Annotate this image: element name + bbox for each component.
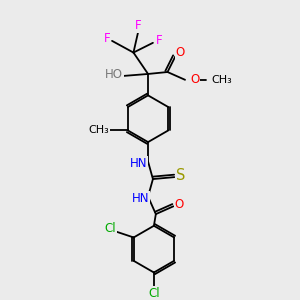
Text: HN: HN [130,157,147,170]
Text: Cl: Cl [148,287,160,300]
Text: S: S [176,168,186,183]
Text: F: F [155,34,162,47]
Text: HN: HN [131,192,149,205]
Text: HO: HO [105,68,123,81]
Text: F: F [135,19,142,32]
Text: O: O [190,73,199,86]
Text: CH₃: CH₃ [88,125,109,135]
Text: Cl: Cl [104,222,116,235]
Text: CH₃: CH₃ [211,75,232,85]
Text: O: O [176,46,185,59]
Text: F: F [104,32,110,45]
Text: O: O [175,198,184,211]
